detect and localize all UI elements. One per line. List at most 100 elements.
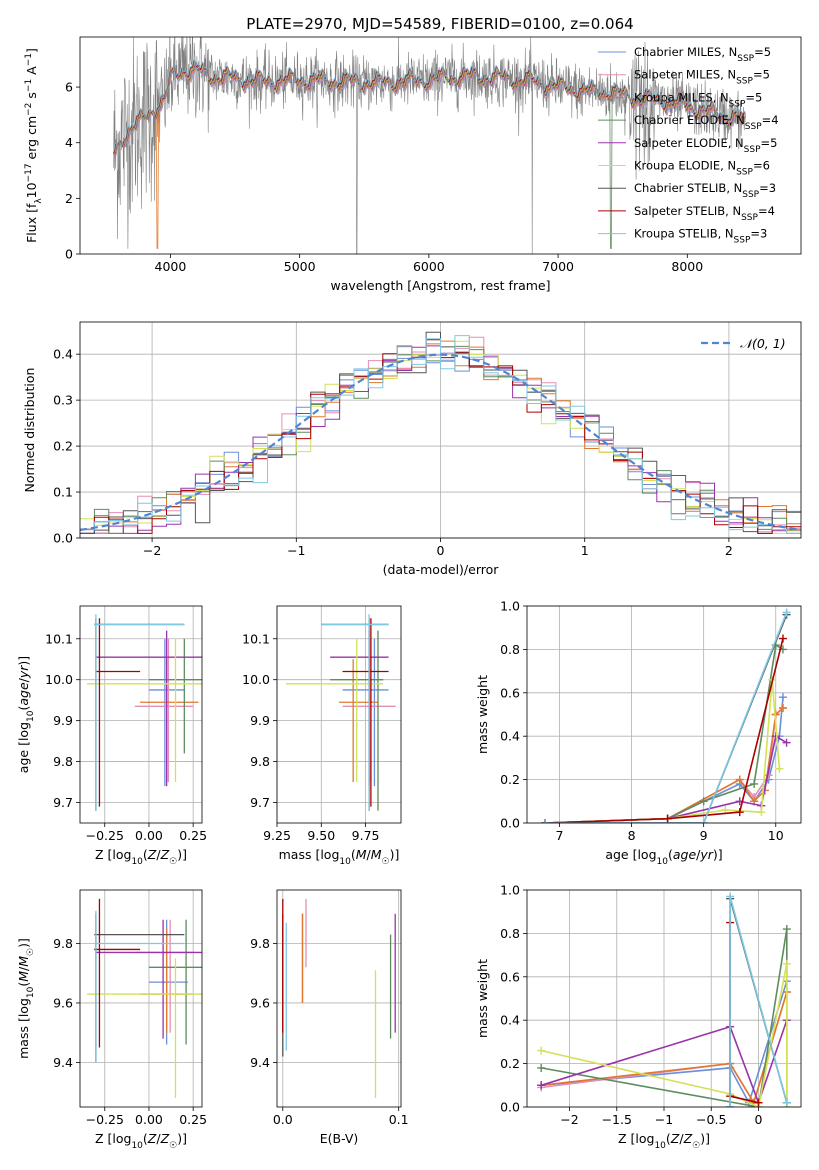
weight-marker <box>775 764 784 773</box>
panel-spectrum: 4000 5000 6000 7000 8000 0 2 4 6 wavelength [Angs… <box>24 36 802 293</box>
y-tick-label: 0.8 <box>500 642 520 657</box>
weight-marker <box>735 775 744 784</box>
y-tick-label: 10.0 <box>242 672 270 687</box>
figure-title: PLATE=2970, MJD=54589, FIBERID=0100, z=0… <box>246 15 633 33</box>
plot-area <box>537 892 791 1107</box>
plot-area <box>285 614 396 811</box>
y-tick-label: 9.7 <box>53 795 73 810</box>
legend-label: Salpeter STELIB, NSSP=4 <box>634 204 775 223</box>
x-tick-label: −1 <box>655 1112 673 1127</box>
axes-frame <box>526 605 802 824</box>
weight-line-0 <box>544 697 784 823</box>
x-tick-label: −1 <box>287 543 305 558</box>
legend-label: Chabrier MILES, NSSP=5 <box>634 45 771 64</box>
x-tick-label: 6000 <box>413 259 445 274</box>
x-tick-label: 7 <box>555 828 563 843</box>
y-tick-label: 9.8 <box>250 754 270 769</box>
y-tick-label: 9.6 <box>53 995 73 1010</box>
weight-marker <box>782 738 791 747</box>
y-tick-label: 10.1 <box>242 631 270 646</box>
x-tick-label: 9.50 <box>307 828 335 843</box>
legend-label: Salpeter MILES, NSSP=5 <box>634 68 770 87</box>
y-axis-label: Normed distribution <box>22 368 37 493</box>
weight-line-0 <box>541 980 788 1105</box>
y-tick-label: 0.0 <box>500 1100 520 1115</box>
weight-marker <box>750 779 759 788</box>
legend-label: Salpeter ELODIE, NSSP=5 <box>634 136 777 155</box>
axes-frame <box>79 889 203 1108</box>
x-tick-label: 0.25 <box>179 1112 207 1127</box>
legend-label: Chabrier STELIB, NSSP=3 <box>634 181 776 200</box>
y-tick-label: 1.0 <box>500 883 520 898</box>
x-tick-label: 10 <box>768 828 784 843</box>
y-axis-label: mass [log10(M/M☉)] <box>16 938 36 1059</box>
panel-weight-vs-age: 7 8 9 10 0.0 0.2 0.4 0.6 0.8 1.0 age [log10(age/yr… <box>475 599 802 867</box>
x-tick-label: −2 <box>143 543 161 558</box>
x-tick-label: 4000 <box>155 259 187 274</box>
plot-area <box>113 37 746 254</box>
weight-marker <box>782 608 791 617</box>
weight-marker <box>754 1098 763 1107</box>
weight-marker <box>782 925 791 934</box>
y-tick-label: 9.9 <box>53 713 73 728</box>
model-spectrum-8 <box>113 58 746 153</box>
axes-frame <box>526 889 802 1108</box>
weight-line-2 <box>544 707 784 823</box>
weight-marker <box>726 892 735 901</box>
legend-label: Kroupa ELODIE, NSSP=6 <box>634 159 770 178</box>
x-tick-label: 9 <box>700 828 708 843</box>
x-axis-label: Z [log10(Z/Z☉)] <box>618 1131 710 1151</box>
y-tick-label: 9.4 <box>53 1055 73 1070</box>
plot-area <box>87 898 202 1099</box>
y-axis-label: mass weight <box>475 675 490 754</box>
y-tick-label: 0.4 <box>500 1013 520 1028</box>
weight-marker <box>537 1081 546 1090</box>
plot-area <box>87 614 202 811</box>
y-tick-label: 0.0 <box>500 816 520 831</box>
x-tick-label: 0.00 <box>135 1112 163 1127</box>
x-tick-label: 0.0 <box>273 1112 293 1127</box>
y-tick-label: 0.6 <box>500 685 520 700</box>
weight-marker <box>699 819 708 823</box>
legend-label: Kroupa STELIB, NSSP=3 <box>634 227 767 246</box>
x-axis-label: mass [log10(M/M☉)] <box>279 847 400 867</box>
x-axis-label: age [log10(age/yr)] <box>605 847 722 867</box>
weight-line-3 <box>544 643 784 823</box>
weight-line-4 <box>540 1019 788 1106</box>
axes-frame <box>79 605 203 824</box>
weight-marker <box>726 1103 735 1107</box>
x-tick-label: −1.5 <box>602 1112 632 1127</box>
x-tick-label: 8000 <box>671 259 703 274</box>
x-axis-label: (data-model)/error <box>383 562 500 577</box>
y-tick-label: 0.8 <box>500 926 520 941</box>
y-tick-label: 0.1 <box>53 485 73 500</box>
axes-frame <box>276 889 402 1108</box>
panel-residuals: −2 −1 0 1 2 0.0 0.1 0.2 0.3 0.4 (data-model)/error… <box>22 321 802 577</box>
weight-line-1 <box>544 707 784 823</box>
y-tick-label: 0.2 <box>53 439 73 454</box>
y-tick-label: 9.8 <box>53 936 73 951</box>
x-axis-label: Z [log10(Z/Z☉)] <box>95 1131 187 1151</box>
y-axis-label: Flux [fλ10−17 erg cm−2 s−1 A−1] <box>24 48 44 243</box>
x-tick-label: 0.1 <box>389 1112 409 1127</box>
x-tick-label: 0 <box>755 1112 763 1127</box>
weight-marker <box>757 808 766 817</box>
x-tick-label: −0.5 <box>696 1112 726 1127</box>
y-tick-label: 10.1 <box>45 631 73 646</box>
y-tick-label: 10.0 <box>45 672 73 687</box>
weight-marker <box>663 814 672 823</box>
x-axis-label: Z [log10(Z/Z☉)] <box>95 847 187 867</box>
weight-marker <box>699 797 708 806</box>
y-tick-label: 0.3 <box>53 393 73 408</box>
weight-line-8 <box>545 612 788 823</box>
x-tick-label: 9.25 <box>263 828 291 843</box>
y-tick-label: 0.4 <box>53 347 73 362</box>
y-axis-label: age [log10(age/yr)] <box>16 656 36 773</box>
y-tick-label: 0.6 <box>500 969 520 984</box>
plot-area <box>541 608 791 823</box>
y-tick-label: 0 <box>65 247 73 262</box>
x-tick-label: 8 <box>628 828 636 843</box>
x-tick-label: 5000 <box>284 259 316 274</box>
panel-age-vs-mass: 9.25 9.50 9.75 9.7 9.8 9.9 10.0 10.1 mass [log10… <box>242 605 402 867</box>
